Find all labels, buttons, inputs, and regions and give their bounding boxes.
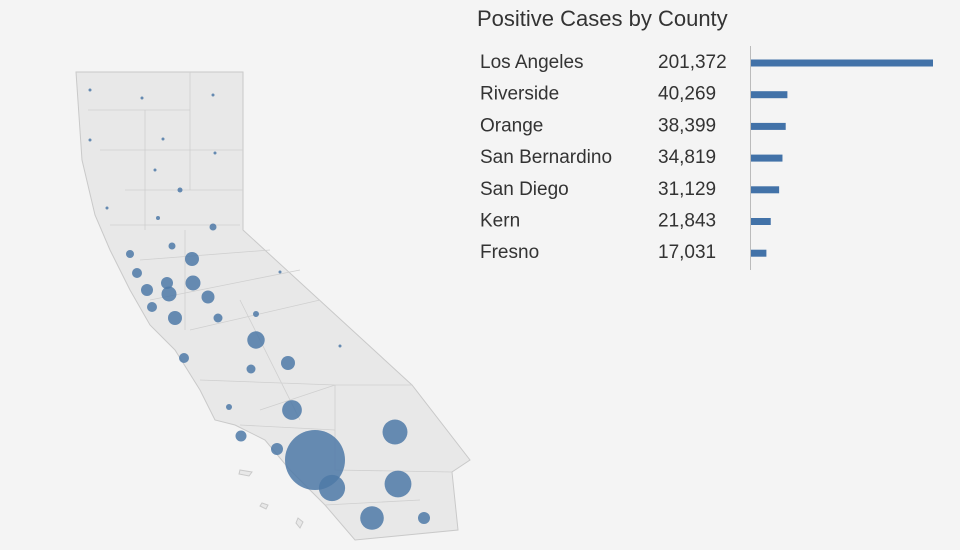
county-bubble — [168, 242, 176, 250]
county-bubble — [156, 216, 160, 220]
county-bubble — [418, 512, 430, 524]
county-bubble — [147, 302, 157, 312]
county-bubble — [177, 187, 183, 193]
county-bubble — [360, 506, 384, 530]
county-bubble — [382, 419, 408, 445]
county-bubble — [132, 268, 142, 278]
county-bubble — [141, 284, 153, 296]
county-bubble — [253, 311, 259, 317]
county-bubble — [105, 206, 109, 210]
county-bubble — [213, 313, 223, 323]
channel-islands — [238, 469, 304, 529]
county-bubble — [278, 270, 282, 274]
county-bubble — [281, 356, 295, 370]
chart-title: Positive Cases by County — [477, 6, 728, 31]
category-label: Fresno — [480, 242, 539, 263]
county-bubble — [126, 250, 134, 258]
county-bubble — [282, 400, 302, 420]
county-bubble — [153, 168, 157, 172]
bar — [751, 59, 933, 67]
category-label: San Bernardino — [480, 147, 612, 168]
county-bubble — [318, 474, 346, 502]
county-bubble — [185, 275, 201, 291]
county-bubble — [213, 151, 217, 155]
county-bubble — [211, 93, 215, 97]
county-bubble — [209, 223, 217, 231]
county-bubble — [247, 331, 265, 349]
value-label: 21,843 — [658, 211, 716, 232]
county-bubble — [185, 252, 199, 266]
county-bubble — [285, 430, 345, 490]
value-label: 17,031 — [658, 242, 716, 263]
county-bubble — [161, 286, 177, 302]
bar — [751, 154, 783, 162]
county-bubble — [338, 344, 342, 348]
value-label: 40,269 — [658, 84, 716, 105]
bar — [751, 218, 771, 225]
category-label: Los Angeles — [480, 52, 584, 73]
category-label: Kern — [480, 211, 520, 232]
county-bubble — [88, 88, 92, 92]
category-label: Orange — [480, 115, 543, 136]
bar — [751, 91, 788, 99]
county-bubble — [235, 430, 247, 442]
county-bubble — [161, 137, 165, 141]
county-bubble — [201, 290, 215, 304]
value-label: 201,372 — [658, 52, 727, 73]
value-label: 34,819 — [658, 147, 716, 168]
county-bubble — [88, 138, 92, 142]
state-outline — [75, 71, 471, 541]
county-bubble — [140, 96, 144, 100]
bar — [751, 122, 786, 130]
category-label: Riverside — [480, 84, 559, 105]
bar — [751, 186, 780, 194]
small-county-bubbles — [88, 88, 430, 524]
category-label: San Diego — [480, 179, 569, 200]
bar — [751, 249, 767, 257]
county-bubble — [168, 311, 182, 325]
county-bubble — [271, 443, 283, 455]
county-bubble — [161, 277, 173, 289]
county-bubble — [246, 364, 256, 374]
california-map — [75, 71, 471, 541]
county-bubble — [384, 470, 412, 498]
county-bubble — [226, 404, 232, 410]
value-label: 31,129 — [658, 179, 716, 200]
value-label: 38,399 — [658, 115, 716, 136]
county-bubble — [179, 353, 189, 363]
